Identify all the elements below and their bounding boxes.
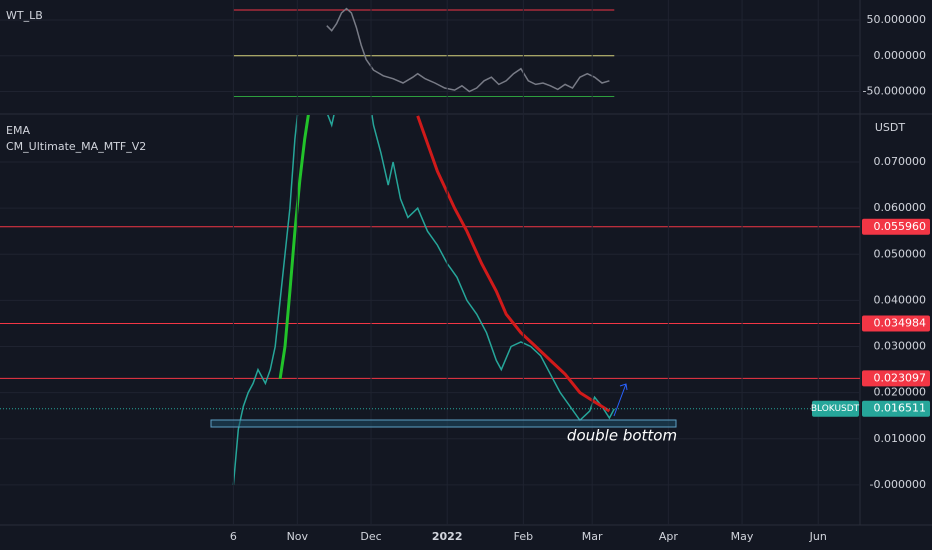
series-line [232, 115, 615, 485]
x-tick-label: Apr [659, 530, 679, 543]
annotation: double bottom [567, 427, 677, 445]
currency: USDT [875, 121, 906, 134]
x-tick-label: Feb [514, 530, 533, 543]
price-tag [862, 400, 930, 417]
y-tick-label: -0.000000 [870, 478, 926, 491]
y-tick-label: 0.040000 [874, 293, 927, 306]
x-tick-label: Nov [287, 530, 309, 543]
price-tag [862, 218, 930, 235]
symbol-tag-label: BLOKUSDT [811, 404, 860, 414]
symbol-tag [812, 400, 859, 417]
y-tick-label: 0.060000 [874, 201, 927, 214]
series-line [416, 115, 611, 413]
price-tag [862, 315, 930, 332]
series-line [278, 115, 310, 380]
plot [0, 115, 860, 486]
x-tick-label: Dec [360, 530, 381, 543]
price-tag-label: 0.016511 [874, 402, 927, 415]
y-tick-label: 0.050000 [874, 247, 927, 260]
y-tick-label: 0.000000 [874, 49, 927, 62]
indicator-title: WT_LB [6, 9, 43, 22]
price-tag-label: 0.055960 [874, 220, 927, 233]
x-tick-label: Mar [582, 530, 603, 543]
y-tick-label: 0.030000 [874, 340, 927, 353]
plot [0, 7, 860, 98]
series-line [326, 7, 610, 93]
x-tick-label: 2022 [432, 530, 463, 543]
legend-entry: CM_Ultimate_MA_MTF_V2 [6, 140, 146, 153]
x-tick-label: 6 [230, 530, 237, 543]
price-tag-label: 0.034984 [874, 317, 927, 330]
y-tick-label: 0.020000 [874, 386, 927, 399]
support-box [210, 419, 677, 428]
y-tick-label: 50.000000 [867, 13, 927, 26]
x-tick-label: May [731, 530, 754, 543]
price-tag [862, 370, 930, 387]
y-tick-label: -50.000000 [863, 85, 926, 98]
y-tick-label: 0.070000 [874, 155, 927, 168]
price-tag-label: 0.023097 [874, 371, 927, 384]
x-tick-label: Jun [809, 530, 827, 543]
y-tick-label: 0.010000 [874, 432, 927, 445]
arrow [613, 383, 628, 417]
legend-entry: EMA [6, 124, 30, 137]
